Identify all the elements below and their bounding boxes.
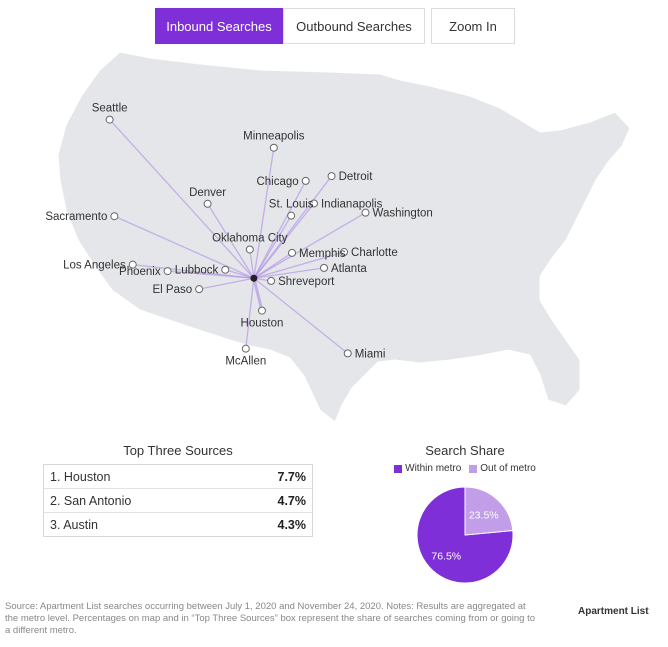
top-three-table: 1. Houston 7.7% 2. San Antonio 4.7% 3. A…	[43, 464, 313, 537]
flow-line	[253, 180, 307, 279]
flow-line	[109, 119, 255, 279]
flow-line	[225, 269, 255, 279]
city-label: Denver	[189, 187, 226, 199]
legend-item-out: Out of metro	[469, 463, 536, 474]
city-label: Seattle	[92, 103, 128, 115]
city-label: Charlotte	[351, 247, 398, 259]
apartment-list-logo: Apartment List	[578, 606, 649, 617]
city-marker[interactable]	[241, 344, 250, 353]
search-share-title: Search Share	[425, 443, 505, 458]
tab-outbound-searches[interactable]: Outbound Searches	[283, 8, 425, 44]
city-marker[interactable]	[269, 143, 278, 152]
view-tabs: Inbound Searches Outbound Searches Zoom …	[155, 8, 515, 44]
source-percent: 4.7%	[277, 493, 307, 508]
pie-label-within: 76.5%	[431, 551, 461, 563]
city-marker[interactable]	[340, 248, 349, 257]
city-label: Los Angeles	[63, 260, 126, 272]
city-label: Detroit	[339, 171, 374, 183]
legend-swatch-icon	[394, 464, 403, 473]
city-marker[interactable]	[195, 285, 204, 294]
flow-line	[114, 215, 255, 279]
city-marker[interactable]	[163, 267, 172, 276]
top-three-title: Top Three Sources	[123, 443, 233, 458]
city-label: McAllen	[225, 356, 266, 368]
flow-line	[167, 270, 254, 279]
city-label: Houston	[241, 318, 284, 330]
city-label: Phoenix	[119, 266, 161, 278]
pie-label-out: 23.5%	[469, 509, 499, 521]
flow-line	[207, 203, 255, 279]
legend-label: Out of metro	[480, 463, 536, 474]
logo-text: Apartment List	[578, 606, 649, 617]
flow-line	[253, 251, 345, 279]
city-marker[interactable]	[203, 199, 212, 208]
flow-line	[253, 267, 325, 279]
city-marker[interactable]	[267, 276, 276, 285]
flow-line	[253, 215, 292, 279]
city-label: Minneapolis	[243, 131, 305, 143]
source-name: 1. Houston	[50, 469, 111, 484]
table-row: 3. Austin 4.3%	[44, 513, 312, 536]
search-share: Search Share Within metro Out of metro	[380, 443, 550, 474]
city-label: Oklahoma City	[212, 232, 288, 244]
city-label: Shreveport	[278, 276, 335, 288]
us-map-outline	[57, 51, 631, 423]
city-marker[interactable]	[361, 208, 370, 217]
flow-line	[245, 278, 255, 349]
top-three-sources: Top Three Sources 1. Houston 7.7% 2. San…	[43, 443, 313, 537]
city-marker[interactable]	[319, 263, 328, 272]
city-marker[interactable]	[301, 176, 310, 185]
source-name: 3. Austin	[50, 517, 98, 532]
city-marker[interactable]	[309, 199, 318, 208]
legend-swatch-icon	[469, 464, 478, 473]
legend-item-within: Within metro	[394, 463, 461, 474]
flow-line	[199, 277, 255, 290]
flow-line	[253, 212, 366, 279]
pie-legend: Within metro Out of metro	[380, 463, 550, 474]
flow-line	[253, 203, 315, 279]
flow-line	[253, 147, 275, 279]
city-marker[interactable]	[128, 260, 137, 269]
source-name: 2. San Antonio	[50, 493, 132, 508]
city-marker[interactable]	[343, 349, 352, 358]
zoom-in-button[interactable]: Zoom In	[431, 8, 515, 44]
pie-slice-out-of-metro[interactable]	[464, 486, 514, 536]
city-marker[interactable]	[288, 248, 297, 257]
city-marker[interactable]	[245, 245, 254, 254]
city-label: Miami	[355, 348, 386, 360]
city-marker[interactable]	[257, 306, 266, 315]
flow-line	[253, 252, 293, 279]
city-label: Washington	[373, 208, 433, 220]
search-share-pie: 76.5% 23.5%	[416, 486, 514, 584]
city-marker[interactable]	[105, 115, 114, 124]
table-row: 1. Houston 7.7%	[44, 465, 312, 489]
source-note: Source: Apartment List searches occurrin…	[5, 601, 535, 636]
city-label: Lubbock	[175, 265, 219, 277]
flow-line	[249, 249, 255, 279]
city-label: Sacramento	[45, 211, 107, 223]
source-percent: 4.3%	[277, 517, 307, 532]
tab-inbound-searches[interactable]: Inbound Searches	[155, 8, 283, 44]
flow-map: Seattle Minneapolis Sacramento Chicago Detro…	[45, 51, 631, 423]
city-label: El Paso	[152, 284, 192, 296]
source-percent: 7.7%	[277, 469, 307, 484]
city-marker[interactable]	[221, 265, 230, 274]
flow-line	[253, 277, 349, 354]
city-label: St. Louis	[269, 199, 314, 211]
legend-label: Within metro	[405, 463, 462, 474]
city-label: Chicago	[256, 176, 298, 188]
city-label: Atlanta	[331, 263, 367, 275]
flow-line	[252, 277, 264, 311]
destination-marker	[250, 274, 258, 282]
city-marker[interactable]	[110, 212, 119, 221]
city-marker[interactable]	[327, 172, 336, 181]
table-row: 2. San Antonio 4.7%	[44, 489, 312, 513]
city-label: Memphis	[299, 248, 346, 260]
city-label: Indianapolis	[321, 198, 383, 210]
city-marker[interactable]	[287, 211, 296, 220]
